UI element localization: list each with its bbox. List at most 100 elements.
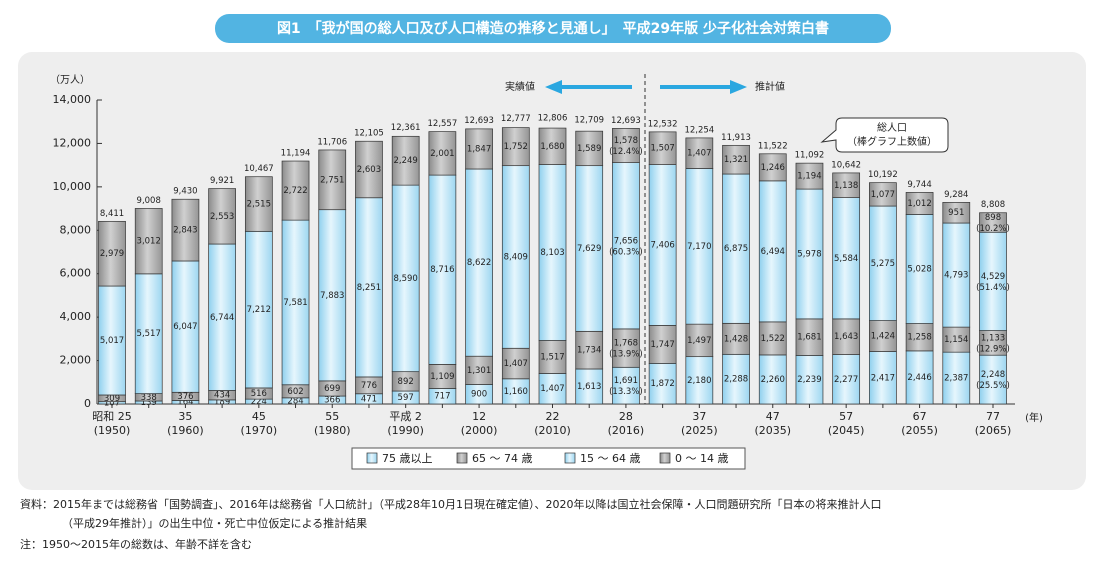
- bar-segment: [979, 330, 1007, 356]
- x-tick-label: 67: [913, 410, 927, 423]
- share-label: (12.4%): [609, 147, 643, 157]
- total-label: 9,430: [173, 187, 197, 197]
- x-tick-label: (2025): [681, 424, 718, 437]
- total-label: 11,522: [758, 141, 788, 151]
- segment-label: 1,258: [907, 333, 931, 343]
- segment-label: 776: [361, 381, 377, 391]
- x-tick-label: (2000): [461, 424, 498, 437]
- segment-label: 107: [104, 398, 120, 408]
- share-label: (13.3%): [609, 387, 643, 397]
- segment-label: 8,103: [540, 248, 564, 258]
- segment-label: 366: [324, 396, 340, 406]
- bar-segment: [758, 321, 787, 356]
- segment-label: 4,793: [944, 271, 968, 281]
- total-label: 11,092: [795, 151, 825, 161]
- x-tick-label: (2016): [608, 424, 645, 437]
- segment-label: 164: [177, 398, 193, 408]
- y-tick-label: 0: [84, 397, 91, 410]
- segment-label: 7,581: [283, 298, 307, 308]
- total-label: 12,709: [574, 116, 604, 126]
- bar-segment: [979, 354, 1007, 405]
- bar-segment: [281, 219, 310, 386]
- segment-label: 1,768: [614, 339, 638, 349]
- segment-label: 2,001: [430, 149, 454, 159]
- arrow-head: [730, 80, 747, 94]
- bar-segment: [355, 140, 383, 199]
- segment-label: 2,417: [871, 373, 895, 383]
- share-label: (60.3%): [609, 247, 643, 257]
- segment-label: 7,883: [320, 291, 344, 301]
- segment-label: 892: [398, 377, 414, 387]
- segment-label: 1,428: [724, 334, 748, 344]
- segment-label: 1,680: [540, 142, 564, 152]
- bar-segment: [905, 214, 934, 324]
- x-tick-label: (1950): [94, 424, 131, 437]
- segment-label: 309: [104, 394, 120, 404]
- total-label: 12,806: [538, 113, 568, 123]
- bar-segment: [648, 164, 677, 326]
- x-tick-label: (2065): [975, 424, 1012, 437]
- segment-label: 1,578: [614, 136, 638, 146]
- share-label: (12.9%): [976, 344, 1010, 354]
- x-tick-label: (2055): [901, 424, 938, 437]
- note: （平成29年推計）」の出生中位・死亡中位仮定による推計結果: [62, 516, 367, 530]
- segment-label: 717: [434, 392, 450, 402]
- x-tick-label: 77: [986, 410, 1000, 423]
- segment-label: 8,590: [393, 274, 417, 284]
- segment-label: 898: [985, 213, 1001, 223]
- total-label: 12,105: [354, 129, 384, 139]
- segment-label: 7,212: [247, 305, 271, 315]
- bar-segment: [905, 350, 934, 405]
- segment-label: 699: [324, 384, 340, 394]
- total-label: 12,693: [611, 116, 641, 126]
- segment-label: 7,406: [650, 241, 674, 251]
- total-label: 9,284: [944, 190, 968, 200]
- bar-segment: [685, 137, 714, 169]
- bar-segment: [428, 363, 457, 389]
- segment-label: 2,751: [320, 175, 344, 185]
- bar-segment: [722, 322, 750, 355]
- bar-segment: [722, 353, 750, 405]
- bar-segment: [832, 318, 861, 355]
- bar-segment: [942, 222, 971, 328]
- segment-label: 2,843: [173, 226, 197, 236]
- segment-label: 2,248: [981, 370, 1005, 380]
- bar-segment: [538, 340, 567, 374]
- x-tick-label: 昭和 25: [92, 410, 132, 423]
- segment-label: 5,517: [137, 329, 161, 339]
- segment-label: 1,847: [467, 144, 491, 154]
- segment-label: 1,012: [907, 199, 931, 209]
- segment-label: 3,012: [137, 237, 161, 247]
- segment-label: 8,409: [504, 252, 528, 262]
- total-label: 9,008: [137, 196, 161, 206]
- segment-label: 2,277: [834, 375, 858, 385]
- segment-label: 516: [251, 389, 267, 399]
- segment-label: 1,424: [871, 332, 895, 342]
- bar-segment: [795, 355, 824, 405]
- legend-label: 15 ～ 64 歳: [580, 452, 640, 465]
- share-label: (51.4%): [976, 283, 1010, 293]
- bar-segment: [98, 285, 126, 396]
- x-tick-label: 22: [546, 410, 560, 423]
- bar-segment: [905, 192, 934, 215]
- segment-label: 2,553: [210, 212, 234, 222]
- arrow-head: [545, 80, 562, 94]
- bar-segment: [869, 320, 897, 352]
- y-tick-label: 8,000: [60, 223, 92, 236]
- segment-label: 2,239: [797, 375, 821, 385]
- x-tick-label: (1970): [241, 424, 278, 437]
- segment-label: 1,522: [761, 334, 785, 344]
- bar-segment: [758, 180, 787, 323]
- segment-label: 7,170: [687, 242, 711, 252]
- x-tick-label: 37: [692, 410, 706, 423]
- x-tick-label: (1980): [314, 424, 351, 437]
- segment-label: 8,622: [467, 258, 491, 268]
- bar-segment: [538, 127, 567, 165]
- bar-segment: [795, 318, 824, 356]
- bar-segment: [575, 368, 604, 405]
- segment-label: 900: [471, 390, 487, 400]
- bar-segment: [134, 208, 163, 275]
- bar-segment: [244, 176, 273, 232]
- note: 資料：2015年までは総務省「国勢調査」、2016年は総務省「人口統計」（平成2…: [20, 497, 881, 511]
- legend-label: 65 ～ 74 歳: [472, 452, 532, 465]
